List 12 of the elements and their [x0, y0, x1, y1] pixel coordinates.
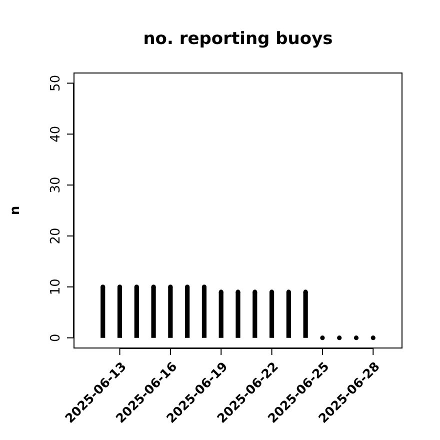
y-tick-label: 30: [48, 176, 64, 194]
point: [337, 336, 342, 340]
y-tick-label: 40: [48, 126, 64, 142]
point: [320, 336, 325, 340]
point: [370, 336, 376, 340]
y-axis-title: n: [8, 206, 23, 216]
chart-title: no. reporting buoys: [143, 29, 333, 49]
point: [354, 336, 359, 340]
y-tick-label: 20: [48, 228, 64, 244]
y-tick-label: 10: [48, 278, 64, 296]
y-tick-label: 0: [48, 334, 64, 342]
y-tick-label: 50: [48, 74, 64, 92]
